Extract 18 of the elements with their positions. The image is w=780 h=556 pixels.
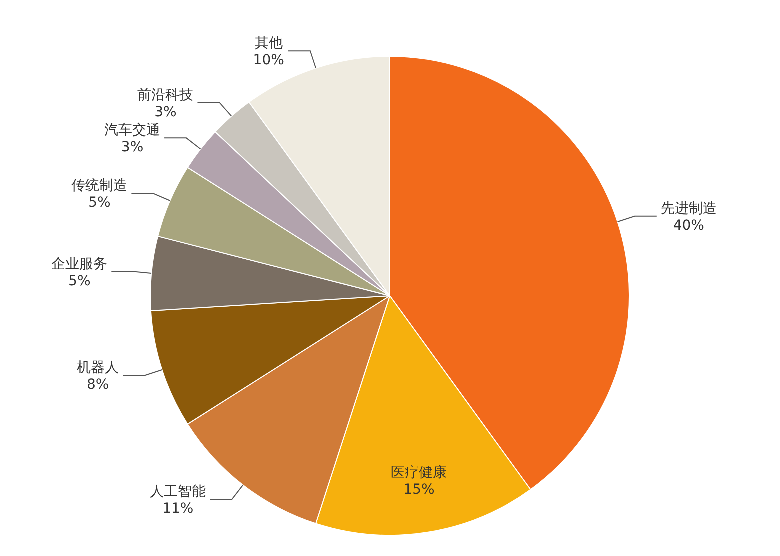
data-label: 3%: [154, 104, 177, 120]
data-label: 11%: [162, 500, 194, 517]
data-label: 5%: [68, 273, 91, 290]
slice-label: 人工智能: [150, 484, 206, 500]
data-label: 5%: [88, 195, 111, 212]
slice-label: 其他: [254, 36, 283, 52]
data-label: 3%: [121, 140, 144, 156]
slice-label: 企业服务: [52, 256, 108, 272]
slice-label: 前沿科技: [138, 87, 194, 104]
data-label: 40%: [673, 218, 704, 234]
slice-label: 先进制造: [660, 200, 717, 217]
slice-label: 医疗健康: [391, 465, 448, 482]
data-label: 15%: [404, 482, 435, 498]
slice-label: 传统制造: [72, 178, 128, 194]
data-label: 8%: [86, 377, 110, 394]
slice-label: 机器人: [77, 360, 120, 376]
data-label: 10%: [253, 52, 284, 69]
slice-label: 汽车交通: [104, 122, 161, 139]
